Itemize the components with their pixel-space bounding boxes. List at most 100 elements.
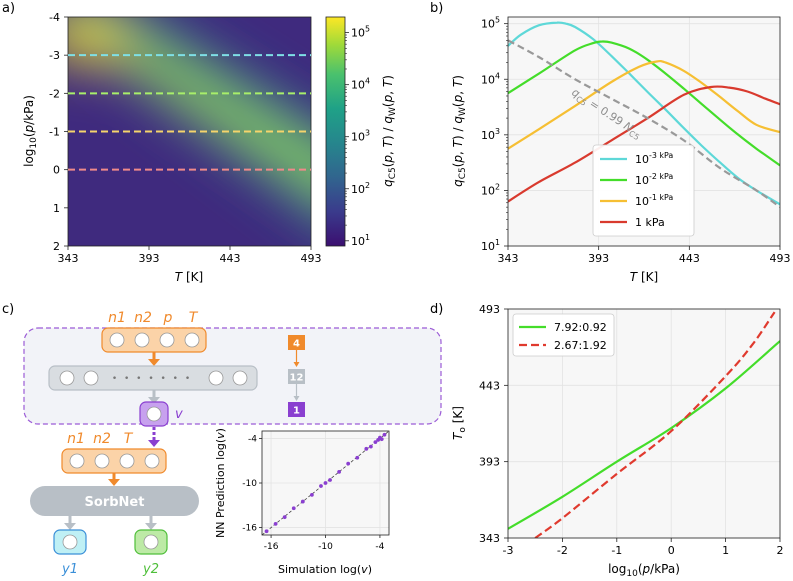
colorbar-tick: 102 <box>351 181 370 196</box>
legend-label: 7.92:0.92 <box>554 321 607 334</box>
output-y2-label: y2 <box>142 562 159 577</box>
colorbar-tick: 105 <box>351 25 370 40</box>
panel-b-xtick: 443 <box>679 252 700 265</box>
bottom-input-labels: n1 n2 T <box>67 431 134 447</box>
layer-size-output <box>288 402 305 417</box>
panel-d-xtick: 1 <box>722 544 729 557</box>
panel-b-ytick: 103 <box>481 127 500 142</box>
panel-a-ytick: -3 <box>49 49 60 62</box>
panel-d-line-chart: -3 -2 -1 0 1 2 343 393 443 493 7.92:0.92 2.67:1.92… <box>451 303 784 579</box>
scatter-point <box>364 446 369 451</box>
sorbnet-label: SorbNet <box>85 495 145 510</box>
panel-label-d: d) <box>430 302 443 317</box>
panel-d-xtick: -2 <box>557 544 568 557</box>
scatter-point <box>373 440 378 445</box>
panel-c-schematic: n1 n2 p T • • • • • • • v 4 12 <box>23 310 442 577</box>
panel-b-ytick: 105 <box>481 16 500 31</box>
panel-a-xtick: 493 <box>301 252 322 265</box>
panel-d-xtick: 0 <box>668 544 675 557</box>
scatter-point <box>264 529 269 534</box>
panel-d-xtick: -3 <box>503 544 514 557</box>
scatter-point <box>368 444 373 449</box>
scatter-point <box>328 478 332 482</box>
top-input-n1: n1 <box>108 310 126 326</box>
panel-a-ytick: 1 <box>53 202 60 215</box>
scatter-point <box>309 492 314 497</box>
panel-b-series-line <box>508 85 780 203</box>
latent-label: v <box>175 407 183 422</box>
bottom-input-T: T <box>124 431 134 447</box>
legend-label: 2.67:1.92 <box>554 339 607 352</box>
panel-d-series-line <box>534 311 776 538</box>
panel-b-ytick: 101 <box>481 238 500 253</box>
bottom-input-n1: n1 <box>67 431 85 447</box>
scatter-point <box>337 469 342 474</box>
panel-b-ylabel: qC5(p, T) / qW(p, T) <box>451 75 468 187</box>
panel-b-xtick: 343 <box>498 252 519 265</box>
panel-d-xtick: -1 <box>611 544 622 557</box>
top-input-labels: n1 n2 p T <box>108 310 199 326</box>
panel-d-xlabel: log10(p/kPa) <box>608 562 680 579</box>
panel-b-series-line <box>508 21 780 206</box>
panel-label-c: c) <box>2 302 14 317</box>
inset-ytick: -4 <box>248 434 257 444</box>
panel-d-ytick: 393 <box>479 456 500 469</box>
panel-a-xlabel: T [K] <box>175 270 203 284</box>
panel-b-xtick: 493 <box>770 252 791 265</box>
colorbar-tick: 101 <box>351 233 370 248</box>
scatter-point <box>291 506 296 511</box>
top-input-T: T <box>189 310 199 326</box>
panel-a-ytick: 2 <box>53 240 60 253</box>
scatter-point <box>376 438 381 442</box>
hidden-layer-dots: • • • • • • • <box>112 374 192 384</box>
panel-a-ytick: -2 <box>49 87 60 100</box>
heatmap-field <box>68 17 311 246</box>
scatter-point <box>323 481 328 485</box>
scatter-point <box>273 521 278 526</box>
panel-b-xlabel: T [K] <box>630 270 658 284</box>
inset-xlabel: Simulation log(v) <box>278 563 372 576</box>
panel-a-xtick: 343 <box>58 252 79 265</box>
panel-b-series <box>508 21 780 208</box>
bottom-input-n2: n2 <box>93 431 111 447</box>
panel-label-a: a) <box>2 1 15 16</box>
panel-a-ylabel: log10(p/kPa) <box>22 95 39 167</box>
layer-size-hidden <box>288 369 305 384</box>
sorbnet-block <box>30 486 199 516</box>
inset-ytick: -16 <box>242 524 257 534</box>
panel-b-series-line <box>508 59 780 150</box>
top-input-p: p <box>163 310 173 326</box>
scatter-point <box>319 484 323 488</box>
panel-a-heatmap: 343 393 443 493 -4 -3 -2 -1 0 1 2 T [K] log10(p/kP… <box>22 11 398 284</box>
panel-b-xtick: 393 <box>588 252 609 265</box>
scatter-point <box>300 499 305 504</box>
scatter-point <box>355 455 360 460</box>
layer-size-input <box>288 335 305 350</box>
inset-xtick: -16 <box>264 542 279 552</box>
panel-d-xtick: 2 <box>777 544 784 557</box>
panel-a-ytick: 0 <box>53 164 60 177</box>
panel-d-ytick: 443 <box>479 379 500 392</box>
panel-b-ytick: 102 <box>481 182 500 197</box>
panel-a-ytick: -4 <box>49 11 60 24</box>
scatter-point <box>382 432 387 437</box>
legend-label: 1 kPa <box>635 216 665 229</box>
panel-d-series-line <box>508 340 780 530</box>
panel-a-xtick: 443 <box>220 252 241 265</box>
output-y1-label: y1 <box>61 562 78 577</box>
layer-size-output-label: 1 <box>293 406 300 417</box>
pressure-guide-lines <box>68 54 311 171</box>
panel-d-ytick: 493 <box>479 303 500 316</box>
scatter-point <box>346 461 351 466</box>
panel-d-ylabel: To [K] <box>451 406 468 440</box>
inset-ylabel: NN Prediction log(v) <box>214 428 227 538</box>
panel-d-ytick: 343 <box>479 532 500 545</box>
colorbar-ticks: 101 102 103 104 105 <box>345 25 370 248</box>
colorbar-tick: 103 <box>351 129 370 144</box>
panel-d-legend: 7.92:0.92 2.67:1.92 <box>512 313 615 357</box>
colorbar <box>325 16 346 247</box>
panel-b-ytick: 104 <box>481 71 500 86</box>
